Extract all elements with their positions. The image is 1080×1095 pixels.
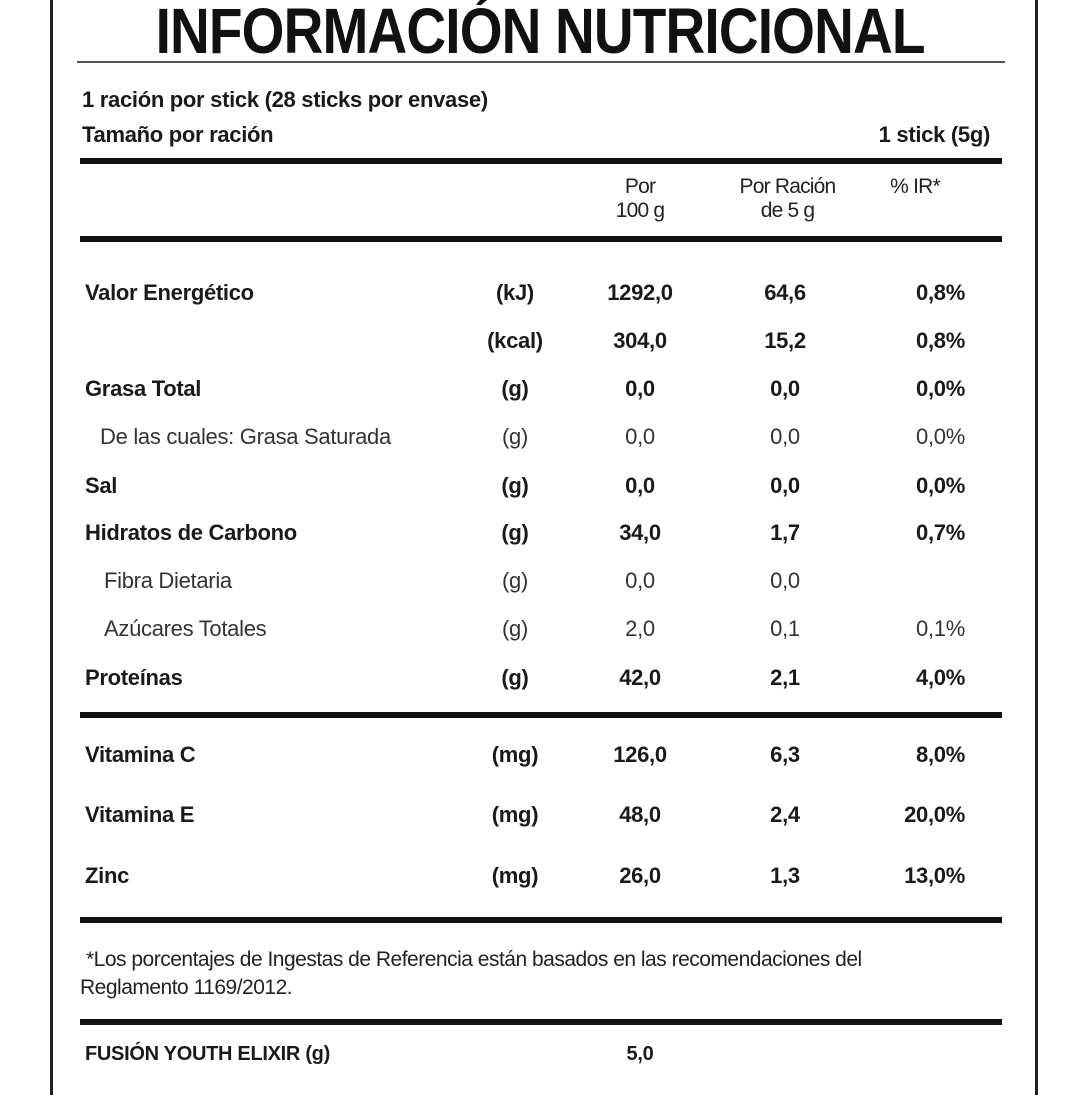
value-per-100g: 0,0 [625,473,655,498]
unit: (g) [501,376,529,401]
ingredient-label: FUSIÓN YOUTH ELIXIR (g) [85,1043,330,1065]
unit: (g) [502,424,528,449]
unit: (g) [501,473,529,498]
unit: (mg) [491,802,539,827]
footnote-line: Reglamento 1169/2012. [80,976,293,999]
vitamin-row: Vitamina E (mg) 48,0 2,4 20,0% [0,800,1080,830]
value-per-100g: 304,0 [613,328,667,353]
nutrient-name: Azúcares Totales [104,616,267,641]
value-per-serving: 0,0 [770,376,800,401]
value-ir: 13,0% [904,863,965,888]
unit: (g) [501,665,529,690]
nutrient-name: Vitamina E [85,802,195,827]
value-ir: 4,0% [916,665,965,690]
divider [80,917,1002,923]
value-per-serving: 1,3 [770,863,800,888]
nutrient-row: Azúcares Totales (g) 2,0 0,1 0,1% [0,614,1080,644]
header-line: 100 g [615,199,665,222]
nutrient-name: Grasa Total [85,376,202,401]
nutrient-name: Zinc [85,863,130,888]
unit: (mg) [491,863,539,888]
value-per-100g: 0,0 [625,424,655,449]
value-per-serving: 6,3 [770,742,800,767]
value-per-serving: 0,0 [770,568,800,593]
serving-size-label: Tamaño por ración [82,122,274,147]
footnote: *Los porcentajes de Ingestas de Referenc… [80,946,1005,1002]
value-per-serving: 15,2 [764,328,806,353]
unit: (mg) [491,742,539,767]
value-ir: 0,8% [916,280,965,305]
nutrient-row: De las cuales: Grasa Saturada (g) 0,0 0,0 0,… [0,422,1080,452]
nutrient-row: Grasa Total (g) 0,0 0,0 0,0% [0,374,1080,404]
unit: (kJ) [496,280,534,305]
header-line: Por [624,175,656,198]
value-per-100g: 0,0 [625,568,655,593]
value-per-100g: 26,0 [619,863,661,888]
value-per-serving: 1,7 [770,520,800,545]
nutrient-name: Hidratos de Carbono [85,520,297,545]
nutrient-row: (kcal) 304,0 15,2 0,8% [0,326,1080,356]
unit: (g) [502,568,528,593]
value-per-serving: 0,0 [770,473,800,498]
value-per-serving: 2,1 [770,665,800,690]
value-ir: 0,0% [916,424,965,449]
value-per-serving: 0,0 [770,424,800,449]
header-line: Por Ración [739,175,837,198]
value-ir: 0,0% [916,376,965,401]
nutrient-row: Fibra Dietaria (g) 0,0 0,0 [0,566,1080,596]
nutrient-name: De las cuales: Grasa Saturada [100,424,391,449]
value-per-100g: 126,0 [613,742,667,767]
divider [77,61,1005,63]
value-per-100g: 1292,0 [607,280,673,305]
value-per-100g: 2,0 [625,616,655,641]
value-per-100g: 42,0 [619,665,661,690]
nutrient-row: Valor Energético (kJ) 1292,0 64,6 0,8% [0,278,1080,308]
value-per-serving: 2,4 [770,802,800,827]
value-ir: 8,0% [916,742,965,767]
value-ir: 0,0% [916,473,965,498]
nutrient-name: Valor Energético [85,280,254,305]
value-ir: 0,1% [916,616,965,641]
ingredient-value: 5,0 [626,1043,654,1065]
title-text: INFORMACIÓN NUTRICIONAL [155,0,925,67]
nutrient-name: Fibra Dietaria [104,568,232,593]
header-per-serving: Por Ración de 5 g [720,175,855,223]
value-per-100g: 34,0 [619,520,661,545]
divider [80,1019,1002,1025]
nutrient-row: Hidratos de Carbono (g) 34,0 1,7 0,7% [0,518,1080,548]
divider [80,712,1002,718]
value-per-serving: 64,6 [764,280,806,305]
value-per-100g: 0,0 [625,376,655,401]
header-ir: % IR* [890,175,940,198]
nutrient-name: Proteínas [85,665,183,690]
header-per-100g: Por 100 g [585,175,695,223]
label-title: INFORMACIÓN NUTRICIONAL [0,0,1080,68]
value-ir: 20,0% [904,802,965,827]
divider [80,158,1002,164]
vitamin-row: Vitamina C (mg) 126,0 6,3 8,0% [0,740,1080,770]
header-line: de 5 g [760,199,815,222]
nutrient-name: Vitamina C [85,742,196,767]
value-per-100g: 48,0 [619,802,661,827]
divider [80,236,1002,242]
unit: (kcal) [487,328,543,353]
nutrient-name: Sal [85,473,118,498]
value-ir: 0,8% [916,328,965,353]
unit: (g) [501,520,529,545]
nutrient-row: Proteínas (g) 42,0 2,1 4,0% [0,663,1080,693]
serving-size-value: 1 stick (5g) [878,122,991,147]
footnote-line: *Los porcentajes de Ingestas de Referenc… [86,948,862,971]
vitamin-row: Zinc (mg) 26,0 1,3 13,0% [0,861,1080,891]
value-ir: 0,7% [916,520,965,545]
servings-per-container: 1 ración por stick (28 sticks por envase… [82,87,488,112]
label-border [50,0,1038,1095]
unit: (g) [502,616,528,641]
value-per-serving: 0,1 [770,616,800,641]
nutrient-row: Sal (g) 0,0 0,0 0,0% [0,471,1080,501]
